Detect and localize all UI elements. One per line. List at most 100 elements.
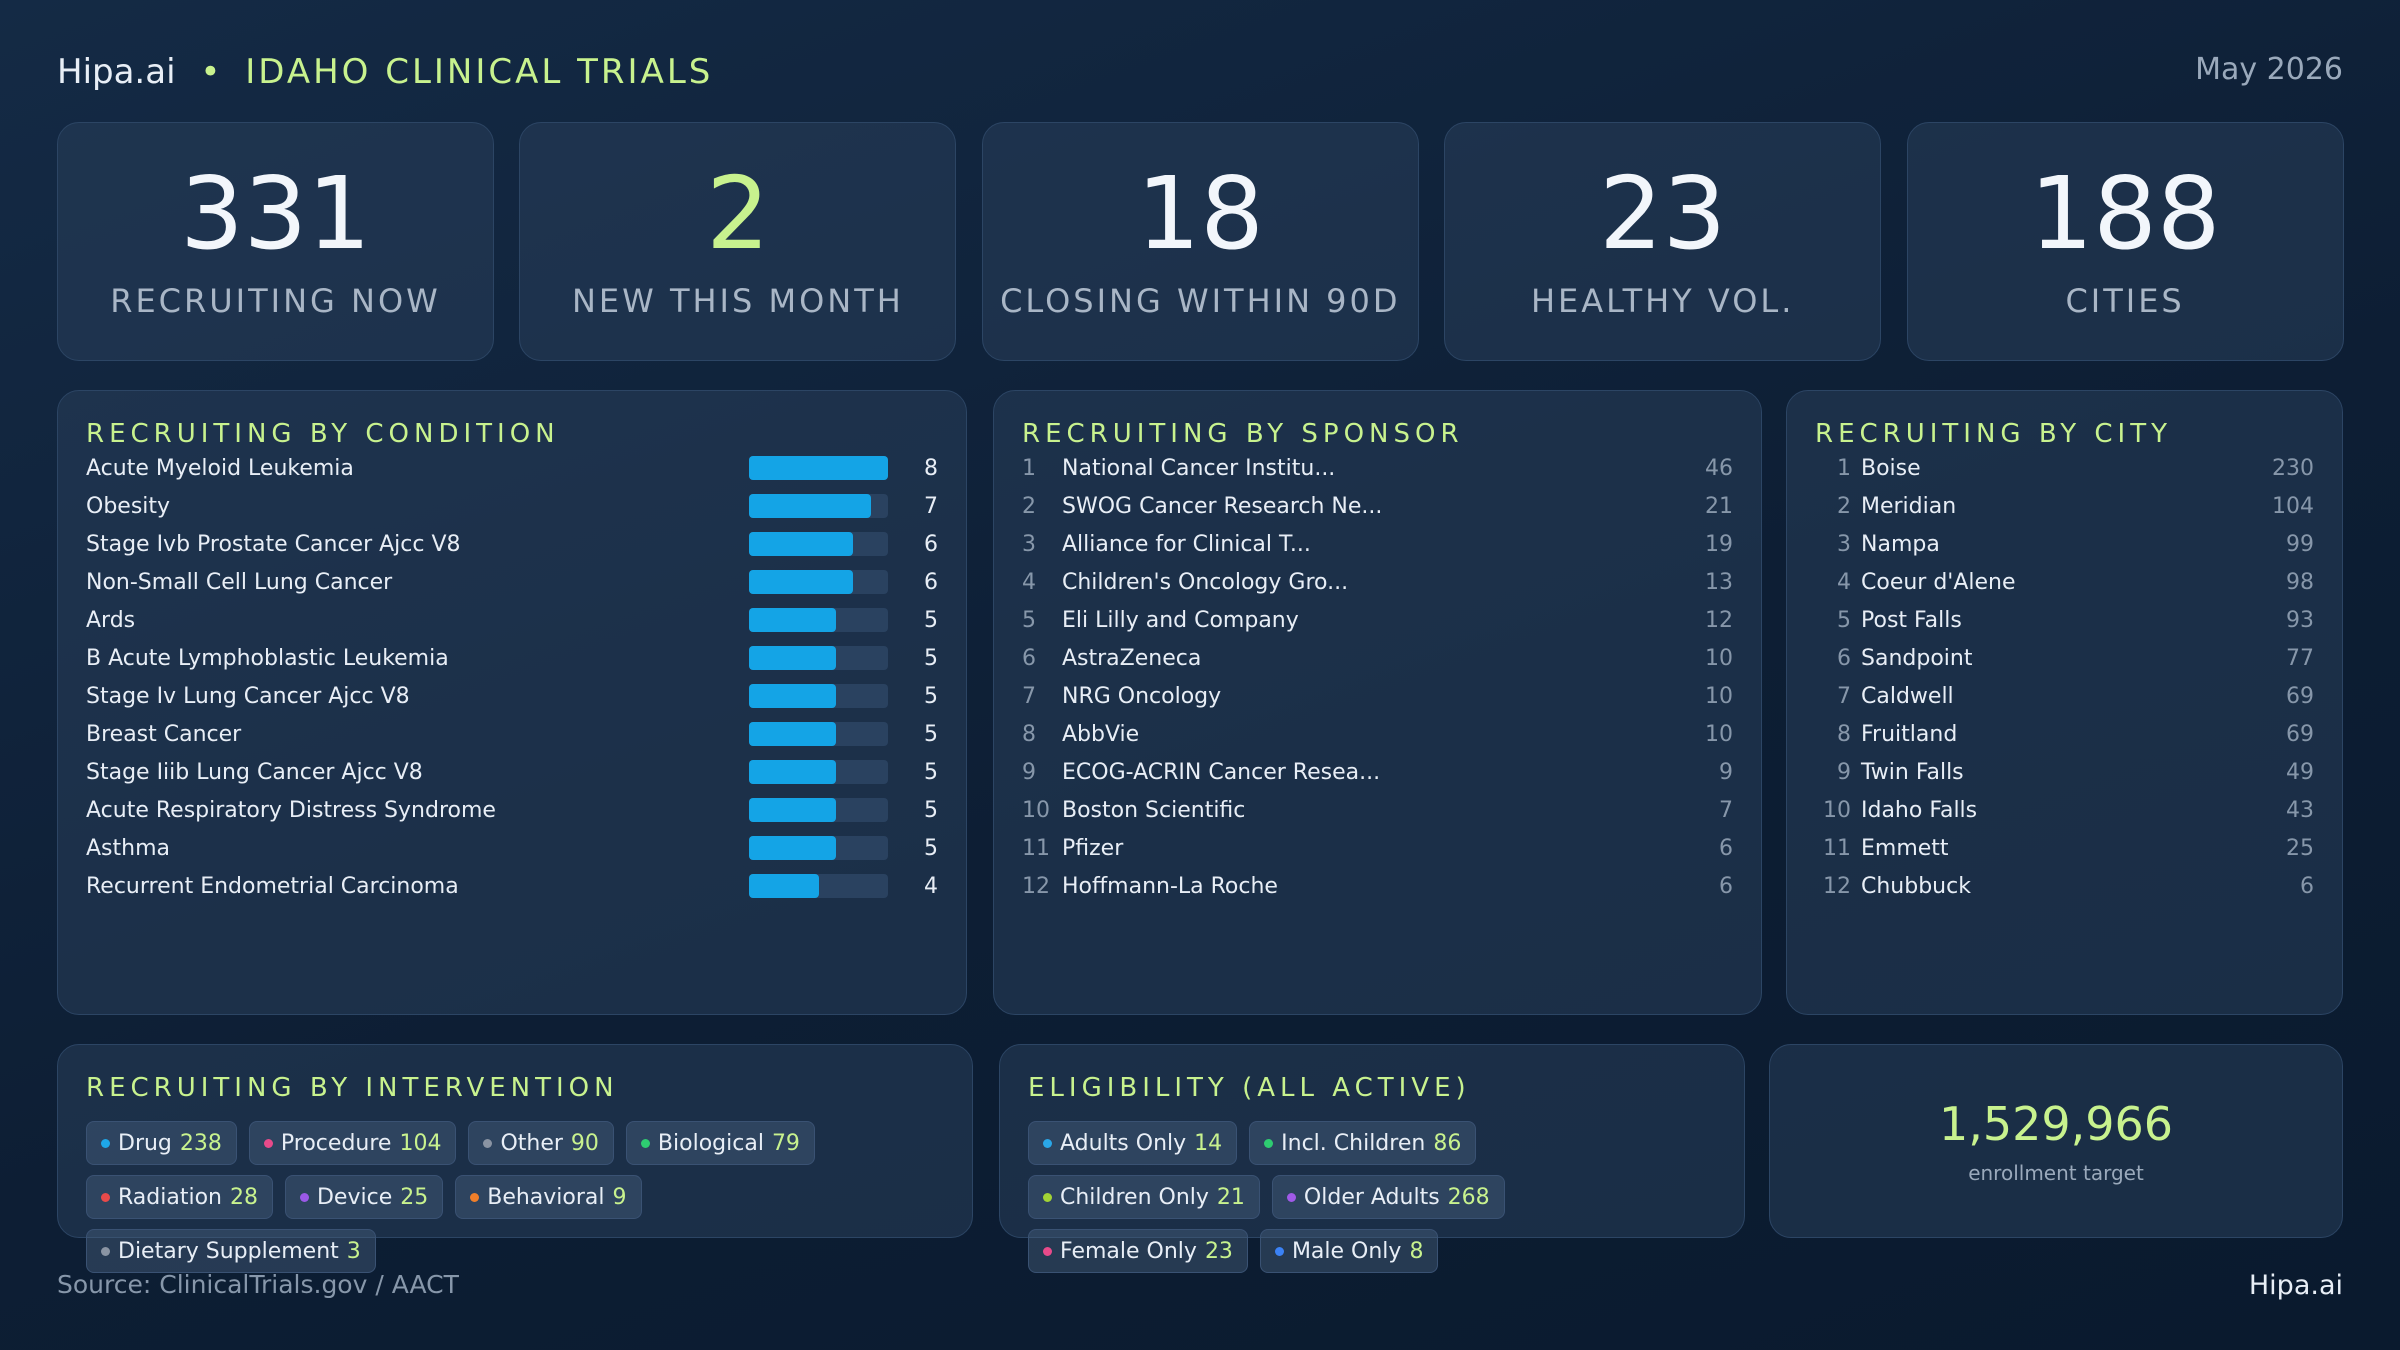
chip-dot (1274, 1246, 1284, 1256)
condition-row: Breast Cancer 5 (86, 715, 938, 753)
city-row: 3 Nampa 99 (1815, 525, 2314, 563)
bar-track (749, 760, 888, 784)
chip-value: 79 (771, 1130, 800, 1156)
sponsor-name: Pfizer (1062, 835, 1124, 861)
city-row: 5 Post Falls 93 (1815, 601, 2314, 639)
bar-track (749, 684, 888, 708)
title: IDAHO CLINICAL TRIALS (245, 52, 714, 92)
city-name: Idaho Falls (1861, 797, 1978, 823)
city-name: Boise (1861, 455, 1921, 481)
chip-name: Older Adults (1303, 1184, 1440, 1210)
chip: Male Only 8 (1259, 1229, 1439, 1273)
chip-dot (263, 1138, 273, 1148)
sponsor-row: 8 AbbVie 10 (1022, 715, 1733, 753)
condition-value: 6 (924, 569, 938, 595)
bar-track (749, 456, 888, 480)
chip-value: 23 (1204, 1238, 1233, 1264)
chip-name: Radiation (118, 1184, 222, 1210)
brand: Hipa.ai (57, 52, 176, 92)
rank: 9 (1022, 759, 1036, 785)
condition-name: Stage Iv Lung Cancer Ajcc V8 (86, 683, 410, 709)
sponsor-name: AbbVie (1062, 721, 1140, 747)
condition-row: Ards 5 (86, 601, 938, 639)
chip-value: 238 (179, 1130, 222, 1156)
condition-row: Recurrent Endometrial Carcinoma 4 (86, 867, 938, 905)
rank: 5 (1022, 607, 1036, 633)
chip: Procedure 104 (248, 1121, 457, 1165)
chip: Radiation 28 (86, 1175, 273, 1219)
rank: 6 (1022, 645, 1036, 671)
rank: 6 (1837, 645, 1851, 671)
condition-row: Obesity 7 (86, 487, 938, 525)
chip-dot (640, 1138, 650, 1148)
chip-dot (101, 1246, 110, 1256)
condition-row: Non-Small Cell Lung Cancer 6 (86, 563, 938, 601)
rank: 4 (1022, 569, 1036, 595)
rank: 11 (1823, 835, 1851, 861)
sponsor-panel: RECRUITING BY SPONSOR 1 National Cancer In… (993, 390, 1762, 1015)
kpi-value: 18 (1136, 154, 1264, 272)
sponsor-name: National Cancer Institu... (1062, 455, 1336, 481)
kpi-label: HEALTHY VOL. (1530, 281, 1795, 320)
sponsor-name: SWOG Cancer Research Ne... (1062, 493, 1383, 519)
panel-title: RECRUITING BY CONDITION (86, 419, 560, 449)
enrollment-label: enrollment target (1968, 1161, 2144, 1185)
city-value: 99 (2286, 531, 2314, 557)
city-name: Coeur d'Alene (1861, 569, 2016, 595)
bar (749, 798, 836, 822)
rank: 2 (1837, 493, 1851, 519)
chip: Behavioral 9 (455, 1175, 642, 1219)
kpi-label: NEW THIS MONTH (571, 281, 904, 320)
chip-value: 21 (1216, 1184, 1245, 1210)
city-value: 98 (2286, 569, 2314, 595)
chip: Drug 238 (86, 1121, 237, 1165)
bar (749, 646, 836, 670)
sponsor-row: 1 National Cancer Institu... 46 (1022, 449, 1733, 487)
rank: 11 (1022, 835, 1050, 861)
sponsor-value: 6 (1719, 873, 1733, 899)
city-row: 11 Emmett 25 (1815, 829, 2314, 867)
condition-name: Stage Ivb Prostate Cancer Ajcc V8 (86, 531, 461, 557)
sponsor-name: NRG Oncology (1062, 683, 1222, 709)
rank: 8 (1837, 721, 1851, 747)
chip: Device 25 (284, 1175, 444, 1219)
condition-value: 5 (924, 721, 938, 747)
sponsor-row: 10 Boston Scientific 7 (1022, 791, 1733, 829)
rank: 5 (1837, 607, 1851, 633)
panel-title: RECRUITING BY SPONSOR (1022, 419, 1464, 449)
condition-value: 4 (924, 873, 938, 899)
condition-name: Ards (86, 607, 136, 633)
sponsor-value: 10 (1705, 683, 1733, 709)
chip-value: 90 (570, 1130, 599, 1156)
rank: 10 (1823, 797, 1851, 823)
rank: 12 (1022, 873, 1050, 899)
city-row: 8 Fruitland 69 (1815, 715, 2314, 753)
sponsor-row: 12 Hoffmann-La Roche 6 (1022, 867, 1733, 905)
city-name: Caldwell (1861, 683, 1954, 709)
sponsor-value: 10 (1705, 721, 1733, 747)
chip-name: Biological (657, 1130, 764, 1156)
kpi-value: 331 (180, 154, 371, 272)
chip: Adults Only 14 (1028, 1121, 1238, 1165)
rank: 1 (1837, 455, 1851, 481)
chip-name: Adults Only (1060, 1130, 1187, 1156)
panel-title: RECRUITING BY CITY (1815, 419, 2172, 449)
condition-row: Stage Ivb Prostate Cancer Ajcc V8 6 (86, 525, 938, 563)
city-name: Nampa (1861, 531, 1940, 557)
bar-track (749, 836, 888, 860)
condition-panel: RECRUITING BY CONDITION Acute Myeloid Leu… (57, 390, 967, 1015)
sponsor-row: 9 ECOG-ACRIN Cancer Resea... 9 (1022, 753, 1733, 791)
bar (749, 722, 836, 746)
kpi-card: 331 RECRUITING NOW (57, 122, 494, 361)
chip-name: Male Only (1291, 1238, 1402, 1264)
city-name: Fruitland (1861, 721, 1958, 747)
city-value: 25 (2286, 835, 2314, 861)
sponsor-row: 4 Children's Oncology Gro... 13 (1022, 563, 1733, 601)
rank: 10 (1022, 797, 1050, 823)
condition-row: Stage Iiib Lung Cancer Ajcc V8 5 (86, 753, 938, 791)
date: May 2026 (2195, 52, 2343, 87)
bar (749, 760, 836, 784)
bar-track (749, 646, 888, 670)
eligibility-panel: ELIGIBILITY (ALL ACTIVE) Adults Only 14 Inc… (999, 1044, 1745, 1273)
condition-value: 5 (924, 835, 938, 861)
